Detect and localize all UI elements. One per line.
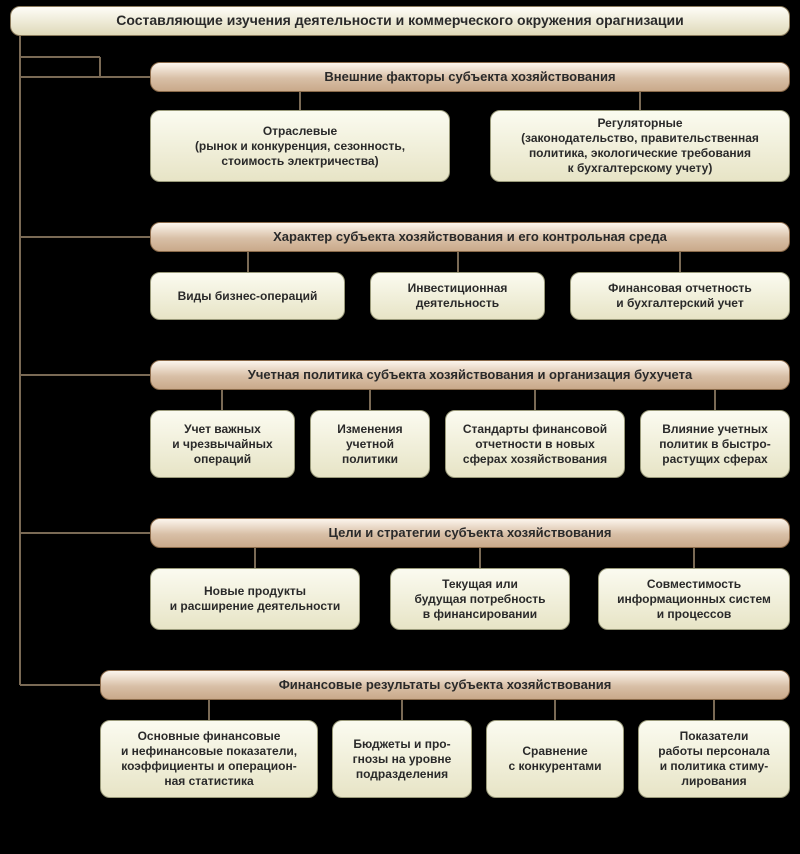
leaf-results-2: Сравнение с конкурентами xyxy=(486,720,624,798)
leaf-nature-1: Инвестиционная деятельность xyxy=(370,272,545,320)
leaf-policy-3: Влияние учетных политик в быстро- растущ… xyxy=(640,410,790,478)
leaf-policy-0: Учет важных и чрезвычайных операций xyxy=(150,410,295,478)
leaf-goals-1: Текущая или будущая потребность в финанс… xyxy=(390,568,570,630)
section-nature: Характер субъекта хозяйствования и его к… xyxy=(150,222,790,252)
leaf-results-0: Основные финансовые и нефинансовые показ… xyxy=(100,720,318,798)
leaf-results-1: Бюджеты и про- гнозы на уровне подраздел… xyxy=(332,720,472,798)
leaf-nature-0: Виды бизнес-операций xyxy=(150,272,345,320)
leaf-nature-2: Финансовая отчетность и бухгалтерский уч… xyxy=(570,272,790,320)
root-header: Составляющие изучения деятельности и ком… xyxy=(10,6,790,36)
leaf-external-1: Регуляторные (законодательство, правител… xyxy=(490,110,790,182)
leaf-goals-2: Совместимость информационных систем и пр… xyxy=(598,568,790,630)
leaf-policy-1: Изменения учетной политики xyxy=(310,410,430,478)
leaf-policy-2: Стандарты финансовой отчетности в новых … xyxy=(445,410,625,478)
leaf-goals-0: Новые продукты и расширение деятельности xyxy=(150,568,360,630)
section-results: Финансовые результаты субъекта хозяйство… xyxy=(100,670,790,700)
section-policy: Учетная политика субъекта хозяйствования… xyxy=(150,360,790,390)
section-external: Внешние факторы субъекта хозяйствования xyxy=(150,62,790,92)
section-goals: Цели и стратегии субъекта хозяйствования xyxy=(150,518,790,548)
leaf-external-0: Отраслевые (рынок и конкуренция, сезонно… xyxy=(150,110,450,182)
leaf-results-3: Показатели работы персонала и политика с… xyxy=(638,720,790,798)
